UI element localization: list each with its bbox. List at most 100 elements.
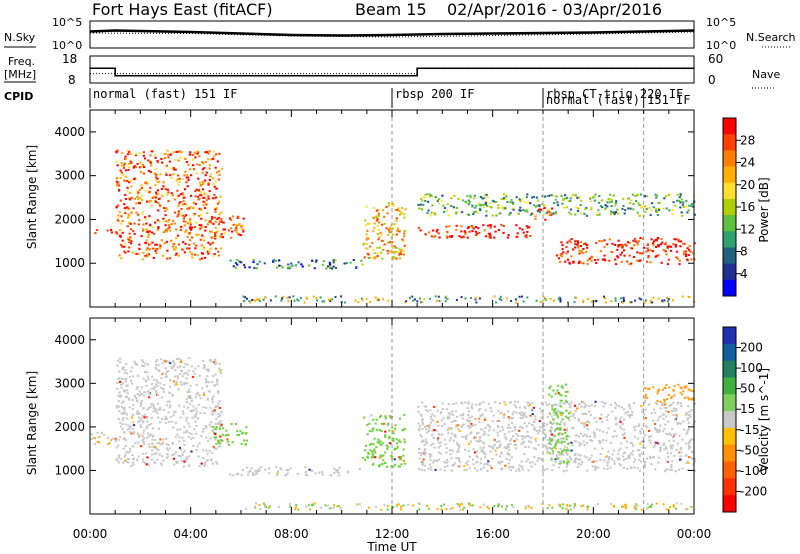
data-cell (183, 460, 186, 463)
data-cell (683, 242, 686, 245)
data-cell (617, 449, 620, 452)
data-cell (203, 464, 206, 467)
data-cell (672, 505, 675, 508)
data-cell (564, 450, 567, 453)
data-cell (691, 390, 694, 393)
data-cell (223, 231, 226, 234)
data-cell (616, 248, 619, 251)
data-cell (478, 439, 481, 442)
data-cell (140, 386, 143, 389)
data-cell (186, 382, 189, 385)
data-cell (648, 403, 651, 406)
data-cell (553, 421, 556, 424)
data-cell (632, 208, 635, 211)
data-cell (691, 451, 694, 454)
velocity-cbar-swatch (723, 377, 736, 395)
data-cell (598, 240, 601, 242)
data-cell (446, 464, 449, 467)
data-cell (168, 379, 172, 382)
data-cell (577, 462, 580, 465)
data-cell (147, 230, 150, 233)
data-cell (380, 422, 384, 425)
data-cell (382, 454, 385, 457)
data-cell (553, 413, 556, 416)
data-cell (560, 241, 563, 244)
data-cell (173, 211, 177, 214)
data-cell (130, 432, 133, 435)
data-cell (601, 430, 604, 433)
data-cell (682, 242, 685, 245)
data-cell (308, 508, 311, 511)
data-cell (459, 460, 462, 463)
data-cell (258, 260, 261, 263)
data-cell (521, 295, 523, 298)
data-cell (636, 211, 639, 214)
data-cell (218, 421, 221, 424)
data-cell (212, 155, 216, 158)
velocity-cbar-tick-label: -15 (740, 423, 760, 437)
data-cell (133, 394, 136, 397)
data-cell (136, 459, 139, 462)
data-cell (476, 456, 479, 459)
data-cell (691, 202, 694, 205)
data-cell (552, 446, 556, 449)
data-cell (649, 457, 652, 459)
data-cell (405, 300, 408, 303)
data-cell (372, 454, 375, 457)
data-cell (646, 396, 649, 399)
data-cell (247, 471, 250, 474)
data-cell (553, 299, 555, 302)
data-cell (138, 248, 141, 251)
data-cell (197, 233, 200, 236)
data-cell (203, 412, 206, 415)
power-cbar-swatch (723, 150, 736, 168)
data-cell (493, 225, 496, 228)
data-cell (559, 428, 562, 431)
data-cell (560, 399, 563, 402)
power-cbar-swatch (723, 247, 736, 265)
data-cell (549, 433, 553, 436)
data-cell (476, 461, 479, 464)
data-cell (610, 211, 613, 214)
data-cell (501, 428, 505, 431)
data-cell (693, 457, 696, 460)
data-cell (526, 193, 529, 196)
data-cell (681, 393, 684, 396)
data-cell (588, 405, 591, 408)
data-cell (121, 428, 124, 431)
data-cell (474, 423, 477, 426)
data-cell (149, 433, 152, 436)
data-cell (541, 413, 544, 416)
data-cell (490, 410, 493, 413)
data-cell (679, 448, 682, 451)
data-cell (360, 259, 363, 262)
data-cell (449, 508, 452, 510)
data-cell (526, 430, 529, 433)
data-cell (637, 240, 640, 243)
data-cell (433, 429, 436, 432)
data-cell (429, 415, 433, 418)
data-cell (582, 504, 585, 507)
data-cell (177, 388, 180, 391)
data-cell (632, 426, 635, 429)
data-cell (140, 392, 143, 395)
data-cell (656, 442, 659, 445)
data-cell (522, 231, 525, 234)
data-cell (145, 436, 148, 439)
data-cell (662, 249, 665, 252)
data-cell (689, 250, 692, 253)
data-cell (670, 464, 673, 467)
data-cell (154, 243, 157, 246)
data-cell (164, 210, 167, 213)
data-cell (505, 458, 508, 460)
data-cell (462, 236, 465, 239)
data-cell (132, 432, 135, 435)
data-cell (534, 418, 537, 420)
data-cell (186, 373, 189, 376)
data-cell (454, 425, 458, 428)
data-cell (614, 402, 617, 405)
data-cell (431, 211, 434, 214)
data-cell (126, 389, 129, 392)
data-cell (162, 231, 165, 234)
data-cell (157, 369, 160, 371)
